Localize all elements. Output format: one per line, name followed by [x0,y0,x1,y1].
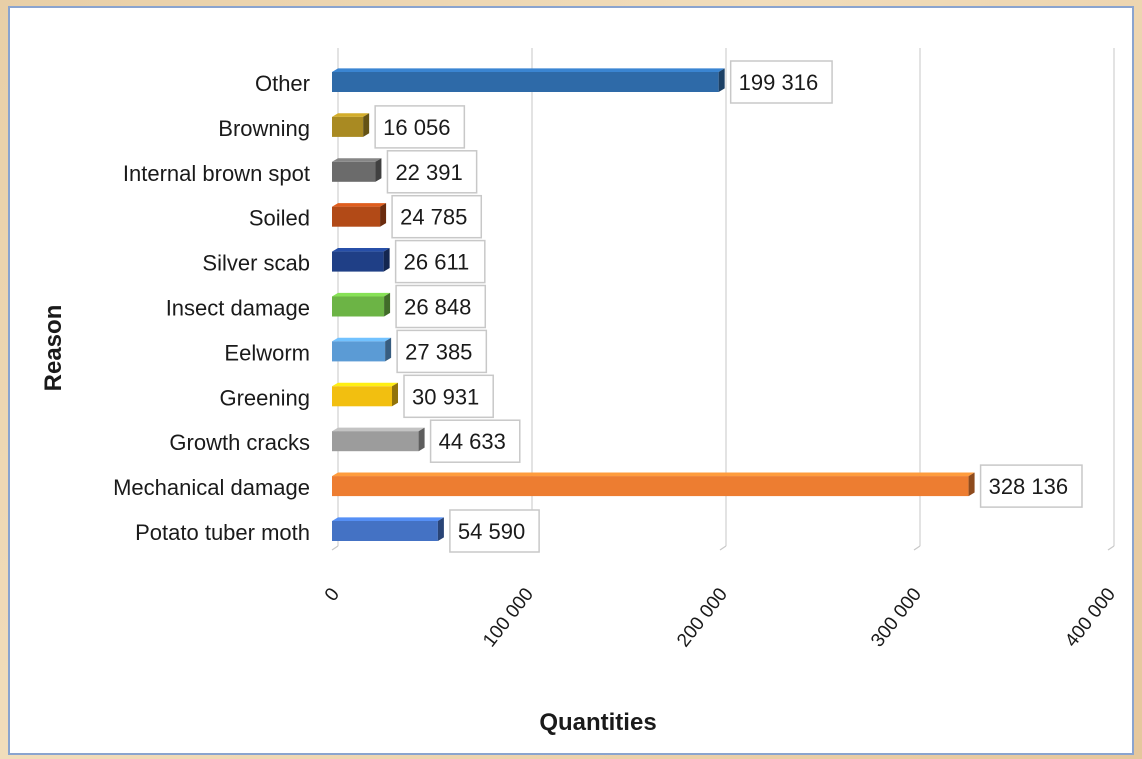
bar-front [332,251,384,272]
category-labels: Other Browning Internal brown spot Soiled Si… [113,71,310,545]
bar-top [332,203,387,207]
bar-top [332,158,382,162]
gridlines [331,48,1115,551]
gridline-foot [1107,545,1115,551]
x-tick-label: 100 000 [479,584,538,651]
category-label: Potato tuber moth [135,520,310,545]
data-label-box [403,374,494,419]
data-label: 199 316 [739,70,819,95]
category-label: Growth cracks [169,430,310,455]
bar-end [437,517,444,541]
bar-front [332,521,438,541]
category-label: Browning [218,116,310,141]
data-label-box [395,284,487,329]
bar-end [385,337,392,362]
bar-end [363,113,370,137]
bar-end [375,158,382,182]
bar-front [332,431,419,452]
bar-top [332,292,391,297]
data-label: 24 785 [400,205,467,230]
bar [332,248,390,272]
bar-front [332,72,719,92]
bar-end [384,292,391,317]
data-label: 22 391 [395,160,462,185]
bar [332,292,391,317]
bars [332,68,975,541]
data-label-box [429,419,521,463]
bar-chart: Other Browning Internal brown spot Soiled Si… [40,48,1120,736]
data-label-box [386,150,478,194]
x-tick-label: 400 000 [1061,584,1120,651]
data-label: 26 848 [404,295,471,320]
bar-end [383,248,390,272]
bar-end [718,68,725,92]
data-label-box [729,60,833,104]
data-labels: 199 316 16 056 22 391 24 785 26 611 26 848 27 … [374,60,1083,553]
category-label: Soiled [249,206,310,231]
data-label: 27 385 [405,339,472,364]
bar-front [332,161,376,182]
category-label: Insect damage [166,296,310,321]
bar-front [332,386,393,407]
bar-front [332,476,969,497]
bar [332,158,382,182]
bar-end [418,427,425,452]
bar-end [380,203,387,227]
bar [332,68,725,92]
data-label-box [391,194,483,239]
category-label: Silver scab [202,251,310,276]
bar-top [332,68,725,72]
data-label: 26 611 [404,250,470,275]
bar [332,472,975,497]
data-label-box [394,239,486,284]
gridline-foot [913,545,921,551]
bar-front [332,296,385,317]
x-axis-title: Quantities [539,709,656,736]
category-label: Internal brown spot [123,161,310,186]
bar-front [332,116,364,137]
data-label: 54 590 [458,519,525,544]
bar-end [968,472,975,497]
data-label: 44 633 [439,429,506,454]
data-label-box [979,464,1083,508]
x-tick-labels: 0 100 000 200 000 300 000 400 000 [321,584,1120,651]
gridline-foot [331,545,339,551]
bar-front [332,341,386,362]
bar [332,113,370,137]
data-label: 16 056 [383,115,450,140]
bar [332,382,399,407]
bar-top [332,248,390,252]
data-label: 30 931 [412,384,479,409]
y-axis-title: Reason [40,305,67,392]
chart-frame: Other Browning Internal brown spot Soiled Si… [8,6,1134,755]
bar-top [332,517,444,521]
x-tick-label: 0 [321,584,344,605]
bar-top [332,113,370,117]
bar [332,427,425,452]
bar [332,337,392,362]
bar-top [332,427,425,432]
category-label: Other [255,71,310,96]
bar [332,517,444,541]
bar-front [332,206,381,227]
category-label: Mechanical damage [113,475,310,500]
x-tick-label: 200 000 [673,584,732,651]
bar-end [392,382,399,407]
bar [332,203,387,227]
gridline-foot [719,545,727,551]
data-label-box [449,509,540,553]
category-label: Greening [219,385,310,410]
bar-top [332,337,392,342]
bar-top [332,382,399,387]
category-label: Eelworm [224,340,310,365]
bar-top [332,472,975,477]
x-tick-label: 300 000 [867,584,926,651]
data-label-box [374,105,466,149]
data-label-box [396,329,488,374]
data-label: 328 136 [989,474,1069,499]
